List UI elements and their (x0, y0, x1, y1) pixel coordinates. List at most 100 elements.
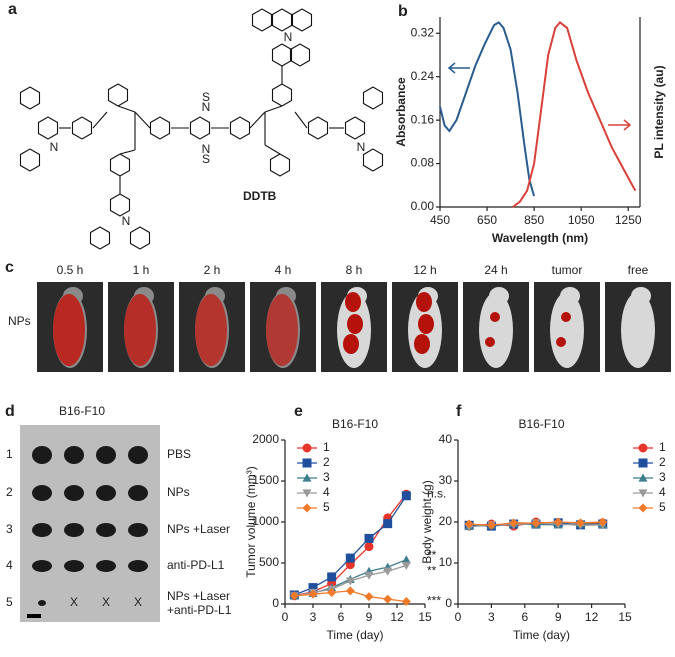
tumor (64, 446, 84, 464)
ring (269, 153, 291, 177)
x-tick-label: 1250 (615, 213, 642, 227)
x-tick-label: 9 (555, 610, 562, 624)
panel-label: b (398, 3, 408, 20)
ring (129, 226, 151, 250)
marker (345, 577, 355, 586)
scale-bar (27, 614, 41, 618)
x-tick-label: 9 (366, 610, 373, 624)
y-axis-label: Tumor volume (mm³) (244, 466, 258, 578)
legend-label: 4 (659, 485, 666, 499)
y-tick-label: 1500 (252, 473, 279, 487)
signal (124, 294, 156, 366)
annotation: ** (427, 564, 437, 578)
marker (308, 583, 318, 593)
marker (553, 517, 563, 527)
legend-label: 1 (323, 440, 330, 454)
bond (134, 111, 151, 129)
y-tick-label: 0.00 (411, 199, 435, 213)
treatment-label: NPs +Laser (167, 522, 230, 536)
tumor (64, 560, 84, 572)
x-tick-label: 650 (477, 213, 497, 227)
marker (598, 517, 608, 527)
legend-marker (302, 473, 312, 482)
legend-marker (302, 443, 312, 453)
legend-label: 2 (659, 455, 666, 469)
legend-label: 3 (323, 470, 330, 484)
signal (561, 312, 571, 322)
tumor (64, 485, 84, 501)
row-number: 2 (6, 485, 13, 499)
marker (289, 591, 299, 601)
tumor (96, 446, 116, 464)
ring (109, 153, 131, 177)
signal (556, 337, 566, 347)
atom-label: N (357, 140, 366, 154)
ring (362, 86, 384, 110)
tumor (32, 485, 52, 501)
bond (119, 149, 136, 155)
mouse-head (560, 287, 580, 305)
legend-marker (638, 489, 648, 498)
marker (509, 518, 519, 528)
marker (401, 561, 411, 570)
tumor (96, 560, 116, 572)
signal (53, 294, 85, 366)
tumor (64, 523, 84, 537)
marker (327, 572, 337, 582)
annotation: *** (427, 594, 441, 608)
bond (249, 111, 266, 129)
x-tick-label: 3 (310, 610, 317, 624)
row-number: 4 (6, 558, 13, 572)
ring (251, 8, 273, 32)
compound-name: DDTB (243, 189, 277, 203)
panel-label: e (294, 403, 303, 420)
marker (401, 491, 411, 501)
mouse-head (489, 287, 509, 305)
arrow-left (447, 62, 470, 74)
legend-label: 2 (323, 455, 330, 469)
y-tick-label: 0.08 (411, 156, 435, 170)
marker (364, 533, 374, 543)
ring (229, 116, 251, 140)
marker (327, 588, 337, 598)
y-tick-label: 0.16 (411, 112, 435, 126)
absent-mark: X (102, 595, 110, 609)
y-tick-label: 500 (259, 555, 279, 569)
legend-marker (638, 473, 648, 482)
chart-title: B16-F10 (518, 417, 564, 431)
ring (109, 193, 131, 217)
x-tick-label: 1050 (568, 213, 595, 227)
bond (117, 105, 136, 113)
panel-label: a (8, 1, 17, 18)
marker (364, 542, 374, 552)
ring (291, 8, 313, 32)
time-label: free (628, 263, 649, 277)
panel-label: c (5, 259, 14, 276)
ring (271, 8, 293, 32)
x-tick-label: 12 (390, 610, 404, 624)
y-tick-label: 10 (439, 555, 453, 569)
y-tick-label: 40 (439, 432, 453, 446)
mouse (550, 292, 584, 368)
bond (264, 144, 281, 155)
marker (401, 555, 411, 564)
time-label: 24 h (484, 263, 507, 277)
photo-title: B16-F10 (59, 404, 105, 418)
signal (414, 334, 430, 354)
marker (308, 589, 318, 599)
bond (264, 105, 283, 113)
signal (490, 312, 500, 322)
x-tick-label: 12 (585, 610, 599, 624)
y-tick-label: 1000 (252, 514, 279, 528)
marker (364, 571, 374, 580)
series-line (512, 21, 637, 208)
ring (19, 86, 41, 110)
ring (19, 148, 41, 172)
chart-title: B16-F10 (332, 417, 378, 431)
x-axis-label: Wavelength (nm) (492, 231, 588, 245)
treatment-label: NPs (167, 485, 190, 499)
legend-label: 5 (659, 500, 666, 514)
time-label: 4 h (275, 263, 292, 277)
atom-label: N (284, 30, 293, 44)
